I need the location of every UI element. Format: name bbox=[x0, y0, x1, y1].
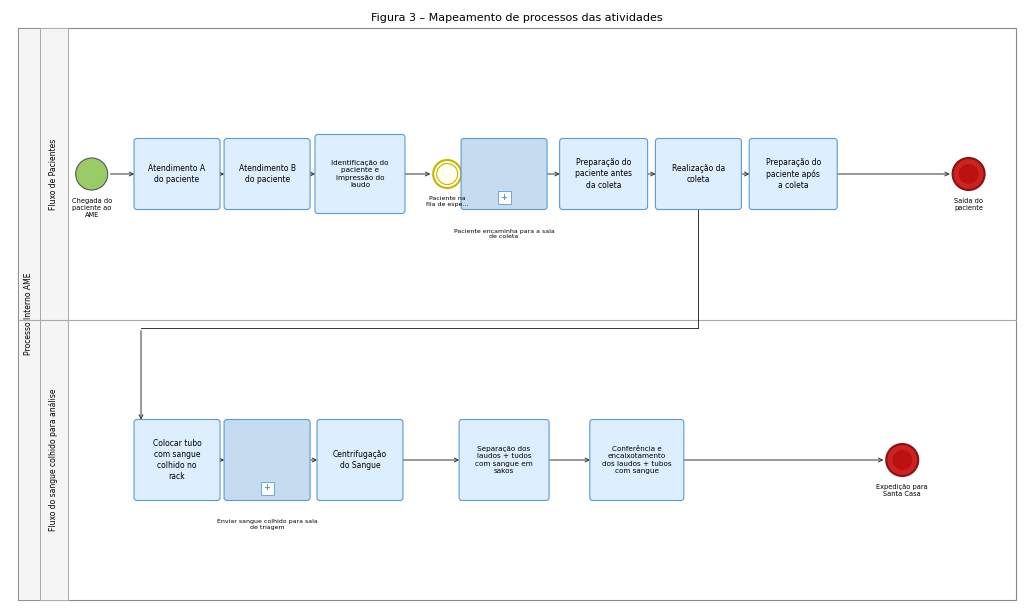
FancyBboxPatch shape bbox=[18, 28, 40, 600]
Text: Atendimento A
do paciente: Atendimento A do paciente bbox=[149, 164, 206, 184]
Text: Preparação do
paciente após
a coleta: Preparação do paciente após a coleta bbox=[765, 158, 821, 190]
Circle shape bbox=[892, 450, 912, 470]
Text: Fluxo de Pacientes: Fluxo de Pacientes bbox=[50, 138, 59, 209]
FancyBboxPatch shape bbox=[750, 139, 838, 209]
Text: Preparação do
paciente antes
da coleta: Preparação do paciente antes da coleta bbox=[575, 158, 632, 190]
Text: +: + bbox=[500, 193, 508, 201]
Text: Separação dos
laudos + tudos
com sangue em
sakos: Separação dos laudos + tudos com sangue … bbox=[476, 446, 533, 474]
FancyBboxPatch shape bbox=[315, 134, 405, 214]
Text: Colocar tubo
com sangue
colhido no
rack: Colocar tubo com sangue colhido no rack bbox=[153, 439, 202, 481]
FancyBboxPatch shape bbox=[559, 139, 647, 209]
Text: Fluxo do sangue colhido para análise: Fluxo do sangue colhido para análise bbox=[50, 389, 59, 531]
FancyBboxPatch shape bbox=[18, 28, 1016, 600]
Text: Atendimento B
do paciente: Atendimento B do paciente bbox=[239, 164, 296, 184]
FancyBboxPatch shape bbox=[459, 419, 549, 500]
FancyBboxPatch shape bbox=[40, 320, 68, 600]
Text: Saída do
paciente: Saída do paciente bbox=[954, 198, 983, 211]
Text: Processo Interno AME: Processo Interno AME bbox=[25, 273, 33, 356]
FancyBboxPatch shape bbox=[134, 419, 220, 500]
Text: Identificação do
paciente e
impressão do
laudo: Identificação do paciente e impressão do… bbox=[331, 160, 389, 188]
Text: Expedição para
Santa Casa: Expedição para Santa Casa bbox=[877, 484, 929, 497]
Circle shape bbox=[959, 164, 978, 184]
Text: Figura 3 – Mapeamento de processos das atividades: Figura 3 – Mapeamento de processos das a… bbox=[371, 13, 663, 23]
Text: Paciente na
fila de espe...: Paciente na fila de espe... bbox=[426, 196, 468, 207]
FancyBboxPatch shape bbox=[656, 139, 741, 209]
FancyBboxPatch shape bbox=[40, 28, 68, 320]
FancyBboxPatch shape bbox=[224, 419, 310, 500]
FancyBboxPatch shape bbox=[261, 481, 274, 494]
Text: Centrifugação
do Sangue: Centrifugação do Sangue bbox=[333, 450, 387, 470]
Text: Paciente encaminha para a sala
de coleta: Paciente encaminha para a sala de coleta bbox=[454, 228, 554, 239]
Text: Realização da
coleta: Realização da coleta bbox=[672, 164, 725, 184]
Circle shape bbox=[75, 158, 108, 190]
Text: Conferência e
encaixotamento
dos laudos + tubos
com sangue: Conferência e encaixotamento dos laudos … bbox=[602, 446, 672, 474]
Text: Chegada do
paciente ao
AME: Chegada do paciente ao AME bbox=[71, 198, 112, 218]
FancyBboxPatch shape bbox=[224, 139, 310, 209]
FancyBboxPatch shape bbox=[134, 139, 220, 209]
FancyBboxPatch shape bbox=[589, 419, 683, 500]
Circle shape bbox=[886, 444, 918, 476]
Text: +: + bbox=[264, 483, 271, 492]
FancyBboxPatch shape bbox=[461, 139, 547, 209]
Circle shape bbox=[433, 160, 461, 188]
Text: Enviar sangue colhido para sala
de triagem: Enviar sangue colhido para sala de triag… bbox=[217, 519, 317, 530]
FancyBboxPatch shape bbox=[317, 419, 403, 500]
FancyBboxPatch shape bbox=[497, 190, 511, 203]
Circle shape bbox=[952, 158, 984, 190]
